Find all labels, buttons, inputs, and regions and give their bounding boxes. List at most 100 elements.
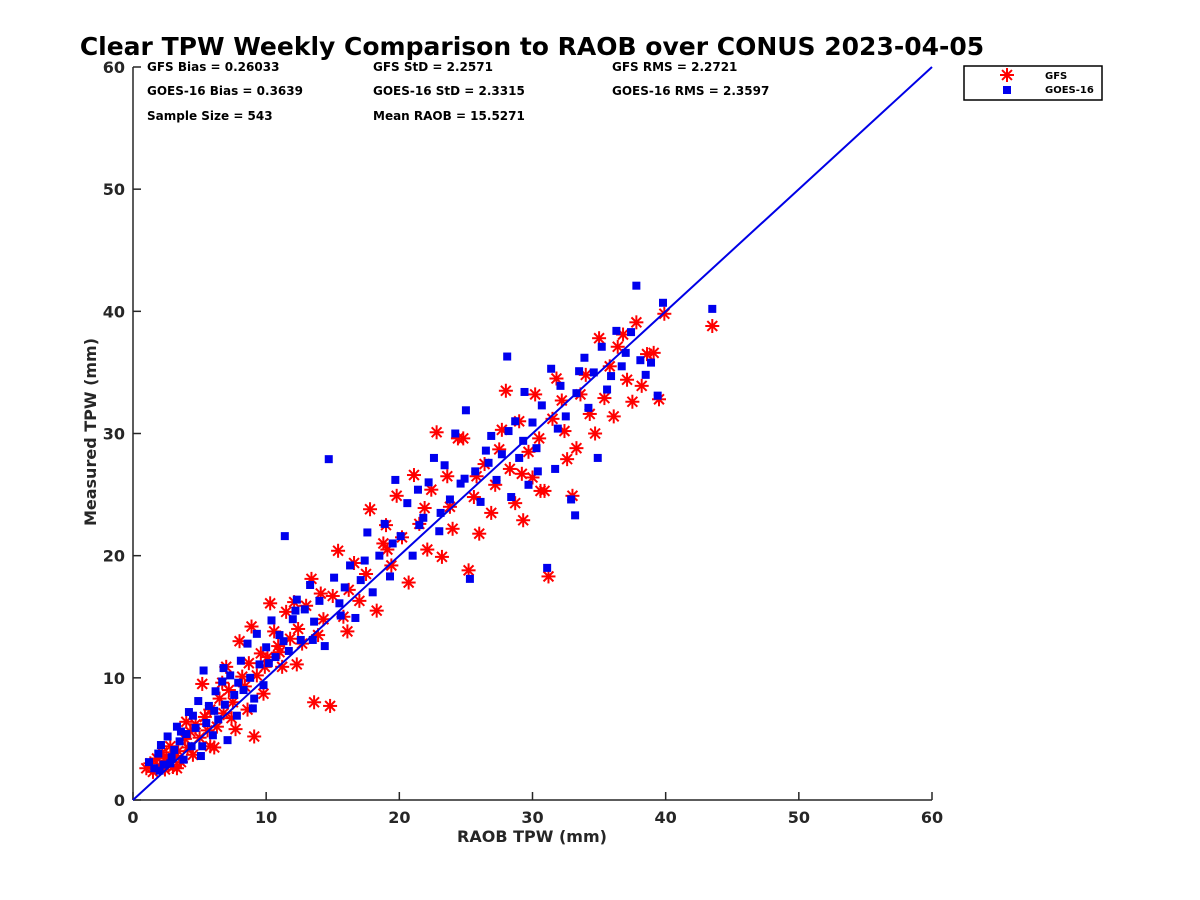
y-tick-label: 60 (103, 58, 125, 77)
goes16-point (236, 656, 245, 665)
goes16-point (504, 427, 513, 436)
gfs-point (323, 698, 338, 713)
gfs-point (602, 359, 617, 374)
stat-gfs-rms: GFS RMS = 2.2721 (612, 60, 737, 74)
goes16-point (208, 731, 217, 740)
goes16-point (589, 368, 598, 377)
gfs-point (279, 604, 294, 619)
goes16-point (320, 642, 329, 651)
goes16-point (250, 694, 259, 703)
goes16-point (220, 700, 229, 709)
goes16-points (144, 281, 717, 775)
gfs-point (369, 603, 384, 618)
goes16-point (330, 573, 339, 582)
goes16-point (172, 722, 181, 731)
goes16-point (199, 666, 208, 675)
goes16-point (226, 671, 235, 680)
goes16-point (356, 576, 365, 585)
goes16-point (154, 749, 163, 758)
x-tick-label: 60 (921, 808, 943, 827)
gfs-point (569, 441, 584, 456)
goes16-point (575, 367, 584, 376)
gfs-point (352, 593, 367, 608)
gfs-point (424, 482, 439, 497)
gfs-point (228, 722, 243, 737)
one-to-one-line (132, 66, 933, 801)
gfs-point (289, 657, 304, 672)
gfs-point (533, 483, 548, 498)
goes16-point (440, 461, 449, 470)
goes16-point (308, 635, 317, 644)
goes16-point (191, 723, 200, 732)
x-axis-label: RAOB TPW (mm) (457, 827, 607, 846)
goes16-point (310, 617, 319, 626)
y-tick-label: 50 (103, 180, 125, 199)
goes16-point (296, 635, 305, 644)
goes16-point (547, 364, 556, 373)
goes16-point (380, 519, 389, 528)
goes16-point (223, 736, 232, 745)
goes16-point (659, 298, 668, 307)
goes16-point (214, 715, 223, 724)
goes16-point (144, 758, 153, 767)
goes16-point (166, 759, 175, 768)
gfs-point (445, 521, 460, 536)
goes16-point (234, 678, 243, 687)
gfs-point (406, 468, 421, 483)
gfs-point (291, 621, 306, 636)
goes16-point (150, 764, 159, 773)
goes16-point (156, 741, 165, 750)
goes16-point (170, 745, 179, 754)
gfs-point (498, 383, 513, 398)
goes16-point (597, 342, 606, 351)
goes16-point (360, 556, 369, 565)
gfs-point (389, 488, 404, 503)
goes16-point (306, 580, 315, 589)
y-ticks: 0 10 20 30 40 50 60 (103, 58, 141, 810)
goes16-point (708, 304, 717, 313)
goes16-point (159, 760, 168, 769)
legend-box (963, 65, 1103, 101)
goes16-point (424, 478, 433, 487)
y-tick-label: 40 (103, 302, 125, 321)
goes16-point (340, 583, 349, 592)
goes16-point (653, 391, 662, 400)
goes16-point (363, 528, 372, 537)
goes16-point (391, 475, 400, 484)
goes16-point (436, 508, 445, 517)
goes16-point (198, 742, 207, 751)
gfs-point (634, 378, 649, 393)
goes16-point (167, 753, 176, 762)
x-tick-label: 10 (255, 808, 277, 827)
legend-gfs-marker (1000, 68, 1014, 82)
goes16-point (413, 485, 422, 494)
goes16-point (248, 704, 257, 713)
legend-gfs-label: GFS (1045, 71, 1067, 82)
gfs-point (472, 526, 487, 541)
goes16-point (617, 362, 626, 371)
goes16-point (481, 446, 490, 455)
goes16-point (647, 358, 656, 367)
goes16-point (445, 495, 454, 504)
legend-goes16-label: GOES-16 (1045, 85, 1094, 96)
stats-block: GFS Bias = 0.26033 GFS StD = 2.2571 GFS … (147, 60, 769, 123)
goes16-point (264, 659, 273, 668)
legend-goes16-marker (1003, 86, 1011, 94)
goes16-point (368, 588, 377, 597)
goes16-point (388, 539, 397, 548)
goes16-point (632, 281, 641, 290)
gfs-point (247, 729, 262, 744)
gfs-point (420, 542, 435, 557)
goes16-point (315, 596, 324, 605)
gfs-point (620, 372, 635, 387)
goes16-point (551, 464, 560, 473)
y-tick-label: 30 (103, 425, 125, 444)
goes16-point (210, 706, 219, 715)
x-ticks: 0 10 20 30 40 50 60 (127, 792, 943, 827)
gfs-point (516, 513, 531, 528)
goes16-point (182, 730, 191, 739)
gfs-point (582, 406, 597, 421)
gfs-point (179, 714, 194, 729)
gfs-point (484, 505, 499, 520)
